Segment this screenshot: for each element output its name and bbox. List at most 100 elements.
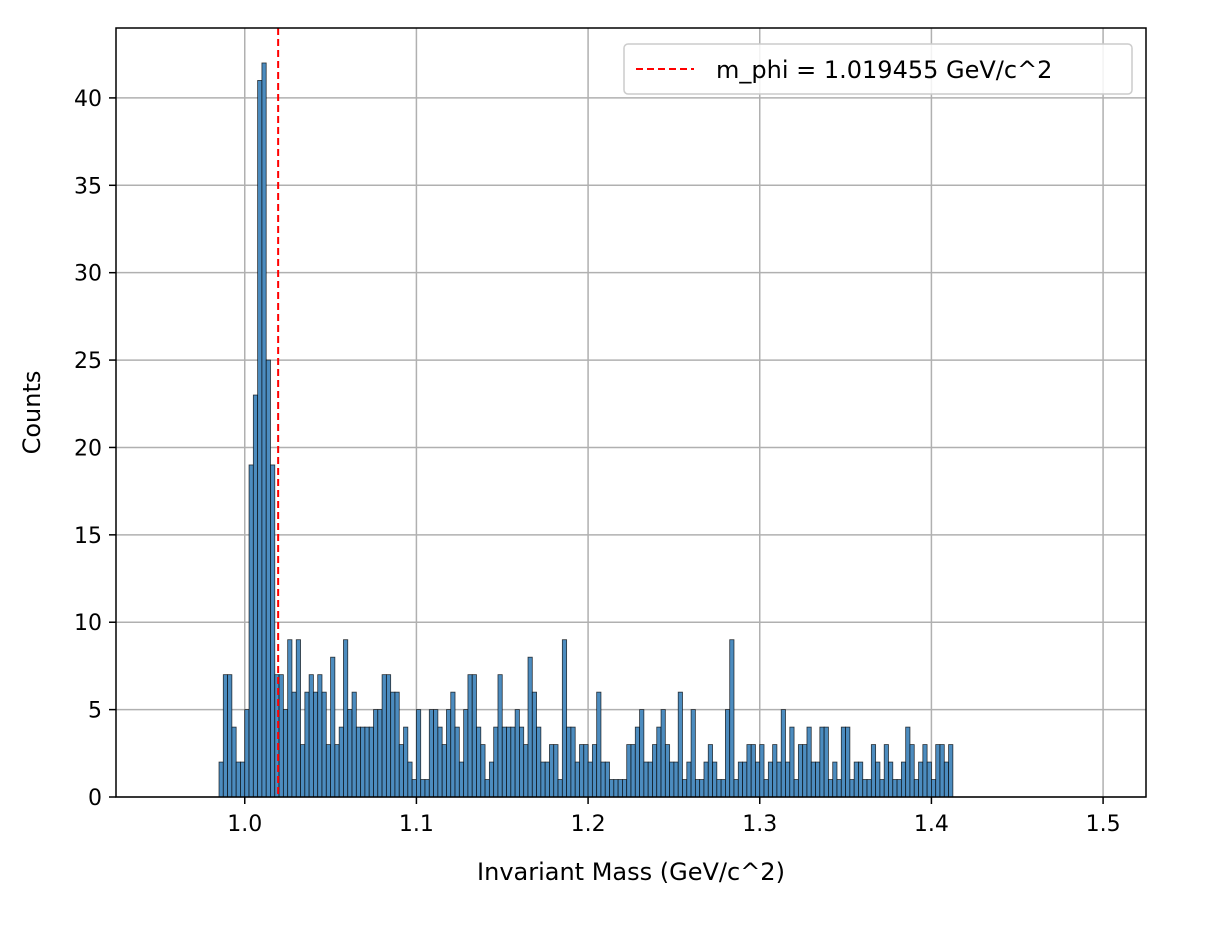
histogram-bar xyxy=(265,359,271,798)
histogram-bar xyxy=(330,656,336,798)
histogram-bar xyxy=(647,761,653,798)
histogram-bar xyxy=(913,779,919,798)
histogram-bar xyxy=(544,761,550,798)
histogram-bar xyxy=(252,394,259,798)
y-tick-label: 5 xyxy=(88,699,102,724)
histogram-bar xyxy=(939,744,945,798)
histogram-bar xyxy=(699,779,705,798)
histogram-bar xyxy=(750,744,756,798)
histogram-bar xyxy=(579,744,585,798)
histogram-bar xyxy=(810,761,816,798)
histogram-bar xyxy=(240,761,246,798)
histogram-bar xyxy=(609,779,615,798)
histogram-bar xyxy=(428,709,434,798)
histogram-bar xyxy=(227,674,233,798)
histogram-bar xyxy=(519,726,525,798)
histogram-bar xyxy=(622,779,628,798)
histogram-bar xyxy=(411,779,417,798)
histogram-bar xyxy=(858,761,864,798)
histogram-bar xyxy=(501,726,507,798)
x-tick-label: 1.2 xyxy=(571,812,606,837)
histogram-bar xyxy=(909,744,915,798)
histogram-bar xyxy=(780,709,786,798)
histogram-bar xyxy=(755,761,761,798)
histogram-bar xyxy=(737,761,743,798)
histogram-bar xyxy=(643,761,649,798)
histogram-bar xyxy=(694,779,701,798)
histogram-bar xyxy=(806,726,812,798)
histogram-bar xyxy=(325,744,331,798)
histogram-bar xyxy=(819,726,825,798)
histogram-bar xyxy=(338,726,344,798)
histogram-bar xyxy=(531,691,537,798)
histogram-bar xyxy=(368,726,374,798)
histogram-bar xyxy=(364,726,370,798)
histogram-bar xyxy=(587,761,593,798)
histogram-bar xyxy=(351,691,357,798)
histogram-bar xyxy=(931,779,937,798)
histogram-bar xyxy=(793,779,799,798)
histogram-bar xyxy=(815,761,821,798)
histogram-bar xyxy=(943,761,949,798)
histogram-bar xyxy=(802,744,808,798)
y-tick-label: 25 xyxy=(74,349,102,374)
histogram-bar xyxy=(295,639,301,798)
y-axis-label: Counts xyxy=(18,371,46,455)
histogram-bar xyxy=(935,744,941,798)
histogram-bar xyxy=(231,726,237,798)
histogram-bars xyxy=(218,62,954,798)
histogram-bar xyxy=(536,726,542,798)
histogram-bar xyxy=(742,761,748,798)
histogram-bar xyxy=(278,674,284,798)
histogram-bar xyxy=(600,761,606,798)
histogram-bar xyxy=(373,709,379,798)
histogram-bar xyxy=(888,761,894,798)
histogram-bar xyxy=(441,744,447,798)
y-tick-label: 30 xyxy=(74,262,102,287)
histogram-bar xyxy=(270,464,276,798)
histogram-bar xyxy=(463,709,469,798)
histogram-bar xyxy=(725,709,731,798)
histogram-bar xyxy=(853,761,859,798)
histogram-bar xyxy=(836,779,842,798)
legend-box xyxy=(623,43,1133,95)
histogram-bar xyxy=(321,691,327,798)
histogram-bar xyxy=(244,709,250,798)
histogram-bar xyxy=(527,656,533,798)
histogram-bar xyxy=(767,761,774,798)
histogram-bar xyxy=(677,691,683,798)
histogram-bar xyxy=(476,726,482,798)
histogram-bar xyxy=(458,761,465,798)
y-axis-ticks: 0 5 10 15 20 25 30 35 40 xyxy=(74,87,116,811)
histogram-bar xyxy=(222,674,228,798)
histogram-bar xyxy=(664,744,671,798)
histogram-bar xyxy=(454,726,460,798)
histogram-bar xyxy=(849,779,855,798)
histogram-bar xyxy=(484,779,490,798)
histogram-bar xyxy=(870,744,877,798)
histogram-bar xyxy=(497,674,503,798)
histogram-bar xyxy=(553,744,559,798)
x-tick-label: 1.5 xyxy=(1086,812,1121,837)
y-tick-label: 0 xyxy=(88,786,102,811)
histogram-bar xyxy=(686,761,692,798)
histogram-bar xyxy=(591,744,598,798)
histogram-bar xyxy=(493,726,499,798)
histogram-bar xyxy=(763,779,769,798)
histogram-bar xyxy=(772,744,778,798)
histogram-bar xyxy=(669,761,675,798)
histogram-bar xyxy=(660,709,666,798)
histogram-bar xyxy=(823,726,829,798)
histogram-bar xyxy=(634,726,640,798)
histogram-bar xyxy=(334,744,340,798)
histogram-bar xyxy=(561,639,568,798)
histogram-bar xyxy=(488,761,495,798)
histogram-bar xyxy=(866,779,872,798)
histogram-bar xyxy=(467,674,473,798)
histogram-bar xyxy=(360,726,366,798)
legend-label: m_phi = 1.019455 GeV/c^2 xyxy=(716,56,1052,84)
histogram-bar xyxy=(682,779,688,798)
histogram-bar xyxy=(416,709,422,798)
y-tick-label: 40 xyxy=(74,87,102,112)
